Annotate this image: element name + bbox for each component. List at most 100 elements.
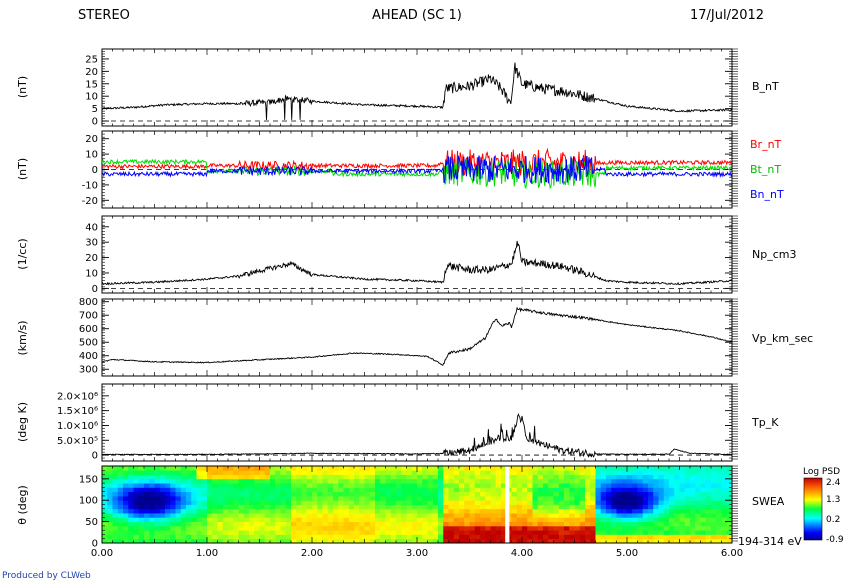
spectrogram-cell: [259, 517, 266, 523]
spectrogram-cell: [406, 483, 413, 488]
spectrogram-cell: [317, 508, 323, 514]
spectrogram-cell: [648, 508, 654, 514]
spectrogram-cell: [228, 500, 234, 505]
spectrogram-cell: [159, 530, 166, 535]
spectrogram-cell: [553, 538, 560, 544]
spectrogram-cell: [469, 525, 476, 531]
spectrogram-cell: [338, 525, 344, 531]
spectrogram-cell: [333, 517, 339, 523]
spectrogram-cell: [411, 491, 418, 497]
spectrogram-cell: [501, 508, 507, 514]
spectrogram-cell: [495, 538, 502, 544]
spectrogram-cell: [233, 517, 239, 523]
spectrogram-cell: [485, 538, 491, 544]
spectrogram-cell: [117, 521, 124, 527]
x-tick-label: 1.00: [196, 548, 218, 559]
spectrogram-cell: [138, 534, 145, 540]
spectrogram-cell: [600, 483, 607, 488]
spectrogram-cell: [296, 513, 302, 518]
spectrogram-cell: [579, 517, 586, 523]
spectrogram-cell: [495, 478, 502, 484]
spectrogram-cell: [170, 538, 176, 544]
spectrogram-cell: [375, 495, 381, 501]
data-gap: [505, 466, 510, 543]
series-path: [102, 240, 732, 286]
spectrogram-cell: [726, 495, 733, 501]
spectrogram-cell: [390, 487, 397, 493]
spectrogram-cell: [495, 517, 502, 523]
spectrogram-cell: [186, 478, 192, 484]
spectrogram-cell: [579, 466, 586, 471]
spectrogram-cell: [312, 525, 318, 531]
spectrogram-cell: [621, 521, 628, 527]
spectrogram-cell: [679, 538, 686, 544]
spectrogram-cell: [212, 534, 218, 540]
spectrogram-cell: [637, 495, 644, 501]
spectrogram-cell: [548, 466, 554, 471]
spectrogram-cell: [186, 517, 192, 523]
spectrogram-cell: [553, 466, 560, 471]
spectrogram-cell: [564, 483, 570, 488]
y-tick-label: 20: [85, 67, 98, 78]
spectrogram-cell: [154, 530, 161, 535]
spectrogram-cell: [516, 466, 523, 471]
spectrogram-cell: [648, 513, 654, 518]
spectrogram-cell: [144, 534, 150, 540]
spectrogram-cell: [228, 495, 234, 501]
spectrogram-cell: [453, 530, 460, 535]
spectrogram-cell: [154, 470, 161, 475]
spectrogram-cell: [254, 530, 260, 535]
spectrogram-cell: [721, 466, 728, 471]
spectrogram-cell: [616, 508, 623, 514]
spectrogram-cell: [338, 474, 344, 480]
spectrogram-cell: [207, 487, 213, 493]
spectrogram-cell: [359, 521, 365, 527]
spectrogram-cell: [212, 538, 218, 544]
spectrogram-cell: [653, 483, 659, 488]
spectrogram-cell: [564, 491, 570, 497]
spectrogram-cell: [212, 525, 218, 531]
spectrogram-cell: [600, 470, 607, 475]
spectrogram-cell: [333, 525, 339, 531]
spectrogram-cell: [406, 466, 413, 471]
spectrogram-cell: [700, 500, 707, 505]
spectrogram-cell: [343, 500, 350, 505]
spectrogram-cell: [380, 513, 386, 518]
spectrogram-cell: [569, 504, 575, 510]
spectrogram-cell: [548, 525, 554, 531]
spectrogram-cell: [222, 534, 229, 540]
spectrogram-cell: [695, 517, 701, 523]
spectrogram-cell: [165, 495, 171, 501]
spectrogram-cell: [228, 517, 234, 523]
spectrogram-cell: [658, 478, 665, 484]
spectrogram-cell: [527, 534, 533, 540]
spectrogram-cell: [611, 474, 617, 480]
spectrogram-cell: [632, 530, 638, 535]
spectrogram-cell: [490, 470, 497, 475]
spectrogram-cell: [228, 513, 234, 518]
spectrogram-cell: [711, 521, 717, 527]
spectrogram-cell: [621, 504, 628, 510]
spectrogram-cell: [564, 504, 570, 510]
spectrogram-cell: [102, 466, 108, 471]
spectrogram-cell: [291, 530, 297, 535]
spectrogram-cell: [553, 508, 560, 514]
spectrogram-cell: [543, 513, 549, 518]
spectrogram-cell: [354, 491, 360, 497]
spectrogram-cell: [396, 470, 402, 475]
spectrogram-cell: [632, 538, 638, 544]
spectrogram-cell: [490, 521, 497, 527]
spectrogram-cell: [390, 538, 397, 544]
spectrogram-cell: [186, 534, 192, 540]
spectrogram-cell: [401, 495, 407, 501]
spectrogram-cell: [695, 478, 701, 484]
spectrogram-cell: [180, 487, 187, 493]
spectrogram-cell: [422, 474, 428, 480]
ylabel-vp: (km/s): [16, 320, 29, 355]
spectrogram-cell: [296, 534, 302, 540]
spectrogram-cell: [595, 521, 602, 527]
y-tick-label: 2.0×10⁶: [57, 391, 98, 402]
spectrogram-cell: [296, 500, 302, 505]
spectrogram-cell: [291, 491, 297, 497]
spectrogram-cell: [516, 500, 523, 505]
